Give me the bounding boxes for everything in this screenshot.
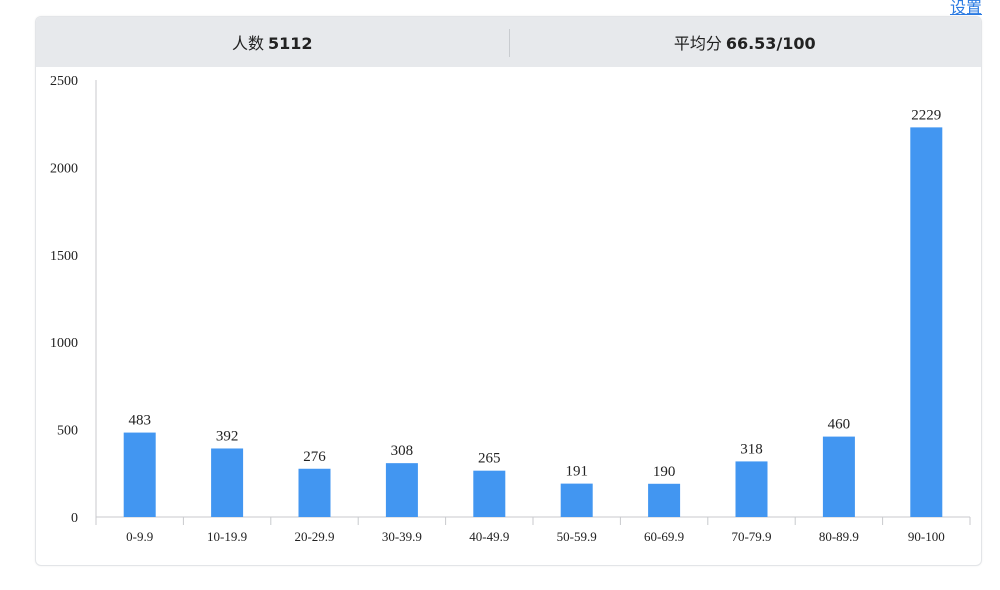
y-tick-label-2500: 2500	[50, 74, 78, 89]
average-score-value: 66.53/100	[725, 34, 816, 53]
bar-value-label-50-59.9: 191	[565, 464, 588, 480]
x-tick-label-20-29.9: 20-29.9	[294, 529, 334, 544]
bar-40-49.9	[473, 470, 506, 517]
x-tick-label-50-59.9: 50-59.9	[557, 529, 597, 544]
bar-80-89.9	[822, 436, 855, 517]
bar-value-label-20-29.9: 276	[303, 449, 326, 465]
y-tick-label-0: 0	[71, 511, 78, 526]
average-score-label: 平均分	[673, 34, 722, 53]
bar-value-label-70-79.9: 318	[740, 441, 763, 457]
x-tick-label-80-89.9: 80-89.9	[819, 529, 859, 544]
bar-20-29.9	[298, 468, 331, 517]
bar-value-label-90-100: 2229	[911, 107, 941, 123]
bar-90-100	[910, 127, 943, 518]
bar-30-39.9	[385, 463, 418, 517]
student-count-label: 人数	[231, 34, 264, 53]
bar-value-label-0-9.9: 483	[128, 413, 151, 429]
x-tick-label-70-79.9: 70-79.9	[731, 529, 771, 544]
x-tick-label-90-100: 90-100	[908, 529, 945, 544]
bar-70-79.9	[735, 461, 768, 517]
average-score-stat: 平均分 66.53/100	[509, 30, 982, 54]
bar-50-59.9	[560, 483, 593, 517]
student-count-value: 5112	[267, 34, 313, 53]
stats-header: 人数 5112 平均分 66.53/100	[36, 17, 981, 67]
bar-value-label-40-49.9: 265	[478, 451, 501, 467]
student-count-stat: 人数 5112	[36, 30, 509, 54]
y-tick-label-1000: 1000	[50, 336, 78, 351]
bar-10-19.9	[211, 448, 244, 517]
settings-link[interactable]: 设置	[949, 0, 982, 17]
bar-value-label-10-19.9: 392	[216, 428, 239, 444]
y-tick-label-1500: 1500	[50, 249, 78, 264]
x-tick-label-30-39.9: 30-39.9	[382, 529, 422, 544]
x-tick-label-60-69.9: 60-69.9	[644, 529, 684, 544]
x-tick-label-0-9.9: 0-9.9	[126, 529, 153, 544]
bar-value-label-30-39.9: 308	[391, 443, 414, 459]
bar-60-69.9	[648, 483, 681, 517]
y-tick-label-2000: 2000	[50, 161, 78, 176]
y-tick-label-500: 500	[57, 424, 78, 439]
x-tick-label-40-49.9: 40-49.9	[469, 529, 509, 544]
bar-value-label-80-89.9: 460	[828, 417, 851, 433]
stat-divider	[509, 29, 510, 57]
bar-0-9.9	[123, 432, 156, 517]
bar-value-label-60-69.9: 190	[653, 464, 676, 480]
x-tick-label-10-19.9: 10-19.9	[207, 529, 247, 544]
